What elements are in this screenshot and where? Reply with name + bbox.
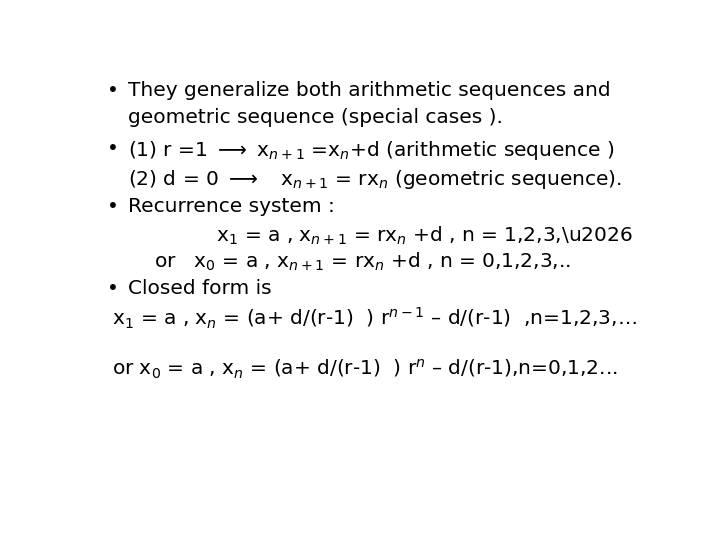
Text: or x$_0$ = a , x$_n$ = (a+ d/(r-1)  ) r$^n$ – d/(r-1),n=0,1,2...: or x$_0$ = a , x$_n$ = (a+ d/(r-1) ) r$^… <box>112 358 618 381</box>
Text: They generalize both arithmetic sequences and: They generalize both arithmetic sequence… <box>128 82 611 100</box>
Text: x$_1$ = a , x$_{n+1}$ = rx$_n$ +d , n = 1,2,3,\u2026: x$_1$ = a , x$_{n+1}$ = rx$_n$ +d , n = … <box>215 225 632 247</box>
Text: x$_1$ = a , x$_n$ = (a+ d/(r-1)  ) r$^{n-1}$ – d/(r-1)  ,n=1,2,3,…: x$_1$ = a , x$_n$ = (a+ d/(r-1) ) r$^{n-… <box>112 306 637 331</box>
Text: geometric sequence (special cases ).: geometric sequence (special cases ). <box>128 109 503 127</box>
Text: •: • <box>107 197 119 216</box>
Text: (2) d = 0 $\longrightarrow$   x$_{n+1}$ = rx$_n$ (geometric sequence).: (2) d = 0 $\longrightarrow$ x$_{n+1}$ = … <box>128 167 621 191</box>
Text: or   x$_0$ = a , x$_{n+1}$ = rx$_n$ +d , n = 0,1,2,3,..: or x$_0$ = a , x$_{n+1}$ = rx$_n$ +d , n… <box>154 251 571 273</box>
Text: •: • <box>107 139 119 158</box>
Text: •: • <box>107 82 119 100</box>
Text: Closed form is: Closed form is <box>128 279 271 298</box>
Text: (1) r =1 $\longrightarrow$ x$_{n+1}$ =x$_n$+d (arithmetic sequence ): (1) r =1 $\longrightarrow$ x$_{n+1}$ =x$… <box>128 139 615 162</box>
Text: •: • <box>107 279 119 298</box>
Text: Recurrence system :: Recurrence system : <box>128 197 335 216</box>
